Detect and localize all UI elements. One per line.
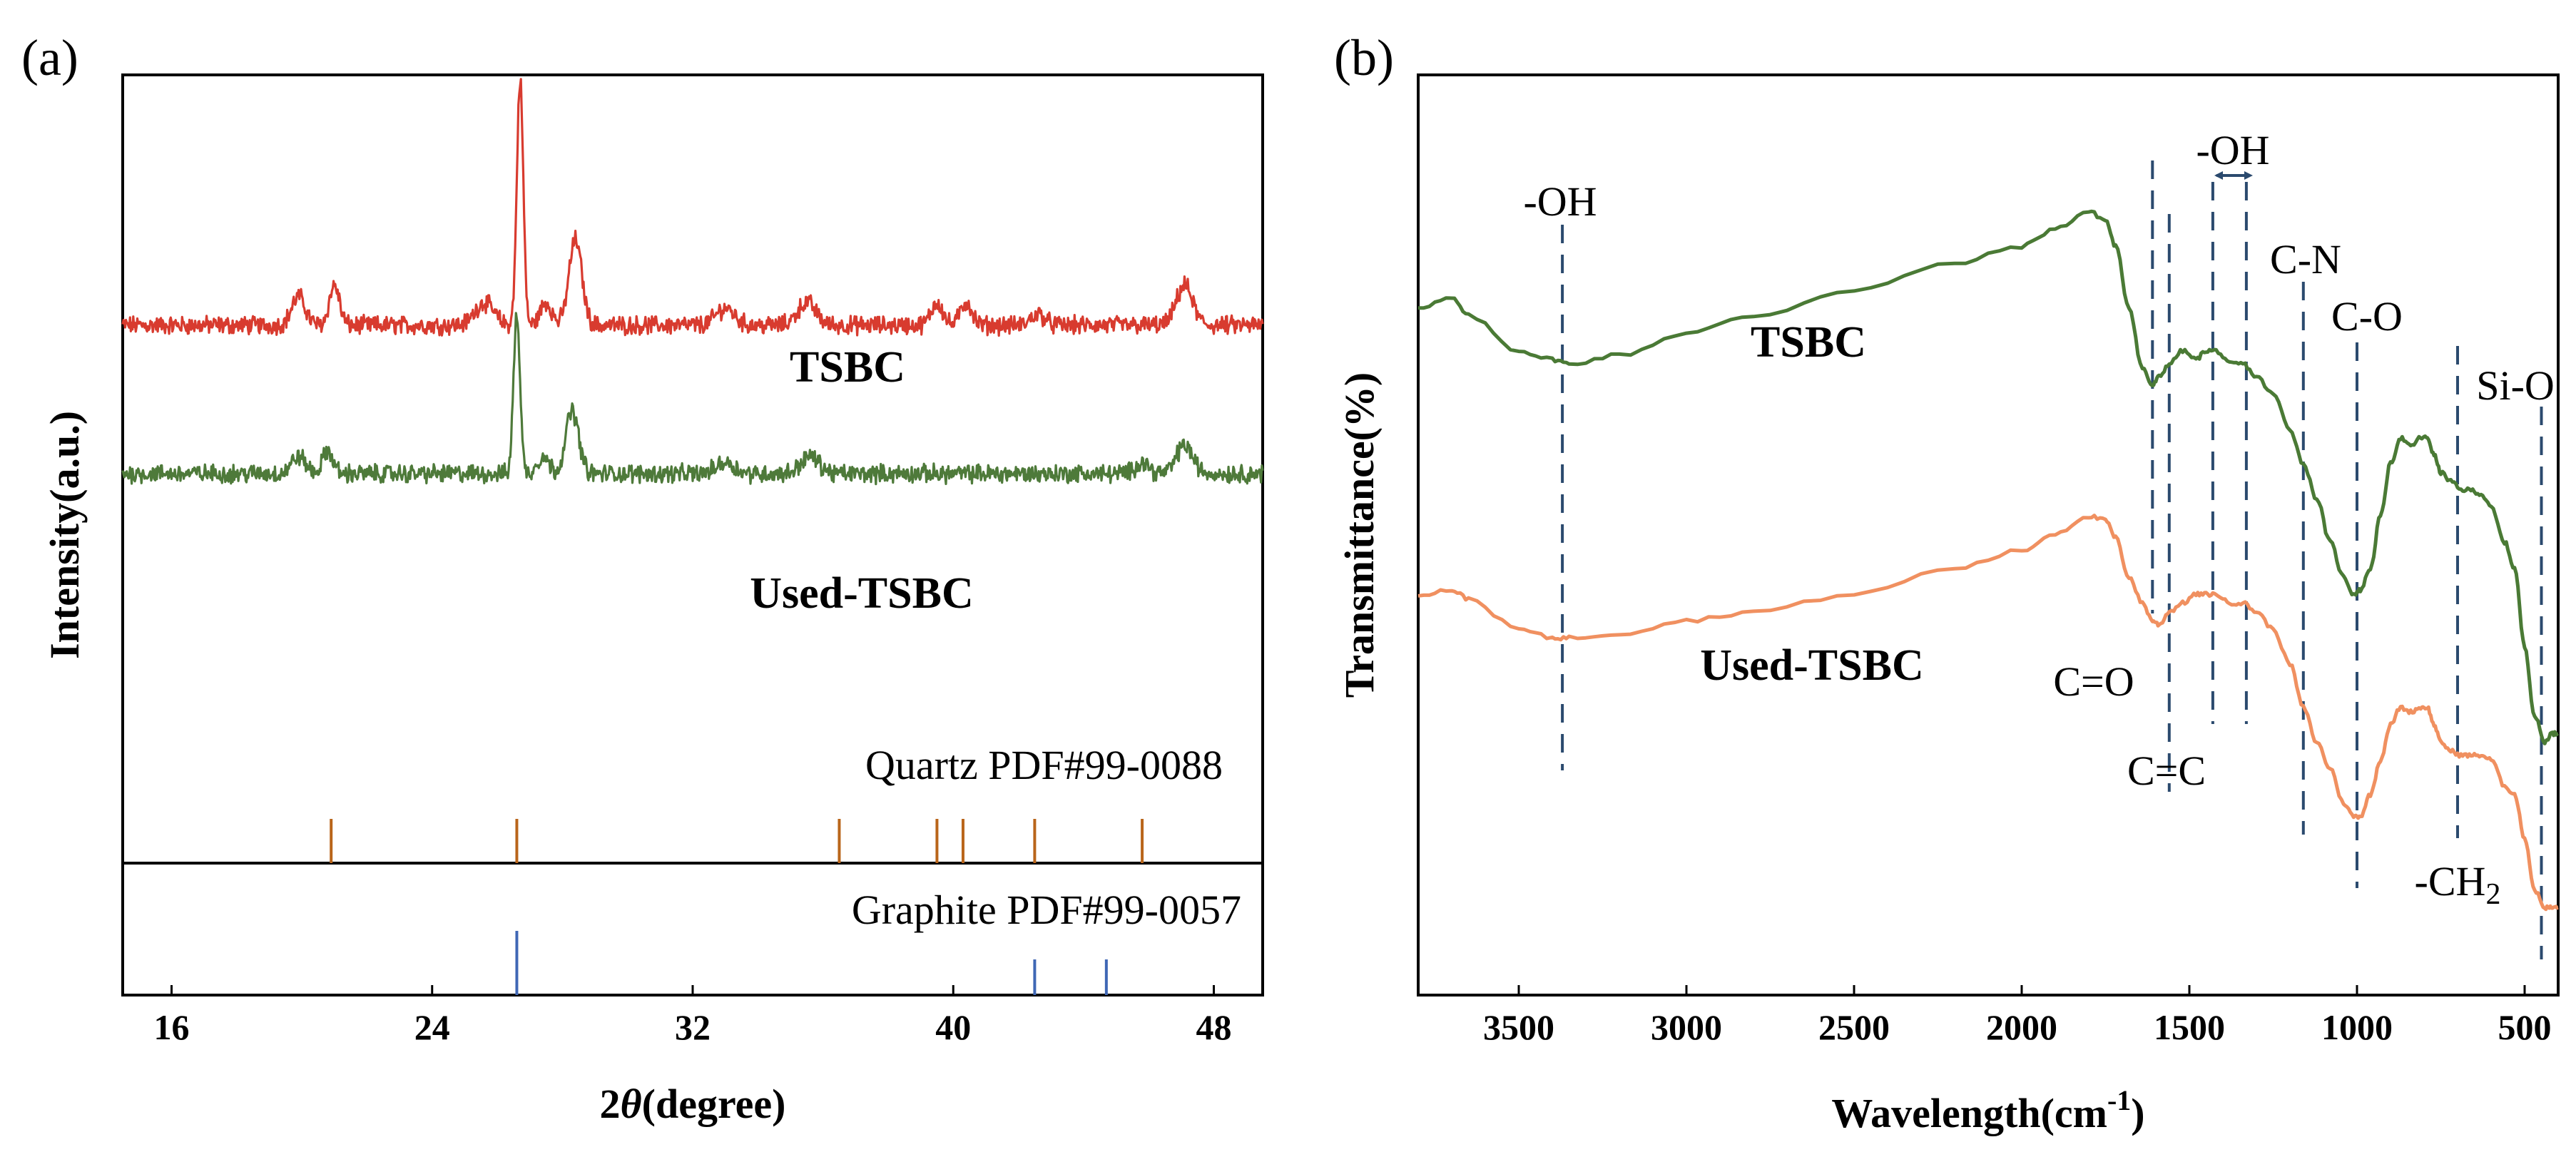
ftir-xlabel-sup: -1 <box>2107 1084 2131 1116</box>
ftir-xlabel-main: Wavelength(cm <box>1831 1090 2107 1136</box>
band-sio: Si-O <box>2476 362 2555 409</box>
ftir-y-axis-label: Transmittance(%) <box>1336 372 1383 698</box>
band-cn: C-N <box>2270 236 2341 282</box>
ftir-tick-label: 1500 <box>2154 1007 2225 1047</box>
panel-a-label: (a) <box>21 29 78 86</box>
xrd-xlabel-theta: θ <box>621 1081 642 1127</box>
ftir-series-tsbc <box>1417 209 2560 745</box>
ftir-tick-label: 2500 <box>1818 1007 1890 1047</box>
ftir-xlabel-end: ) <box>2131 1090 2144 1136</box>
ftir-x-ticks: 3500 3000 2500 2000 1500 1000 500 <box>1483 985 2552 1047</box>
band-oh-3370: -OH <box>1523 178 1597 225</box>
graphite-reference-label: Graphite PDF#99-0057 <box>852 887 1241 933</box>
xrd-tick-label: 40 <box>935 1007 971 1047</box>
band-oh-1380: -OH <box>2196 127 2269 173</box>
xrd-quartz-reference-lines <box>330 819 1144 863</box>
band-ch2-main: -CH <box>2415 858 2486 904</box>
band-ch2-sub: 2 <box>2485 878 2500 911</box>
quartz-reference-label: Quartz PDF#99-0088 <box>865 742 1223 788</box>
xrd-tick-label: 32 <box>675 1007 711 1047</box>
xrd-series-used-tsbc <box>121 312 1264 486</box>
band-co: C-O <box>2331 293 2403 340</box>
xrd-series-tsbc <box>121 78 1264 337</box>
xrd-tsbc-label: TSBC <box>790 343 905 392</box>
xrd-x-axis-label: 2θ(degree) <box>600 1081 786 1127</box>
ftir-band-guides <box>1561 160 2543 959</box>
xrd-series-group <box>121 78 1264 486</box>
xrd-xlabel-unit: (degree) <box>642 1081 786 1127</box>
ftir-tick-label: 500 <box>2498 1007 2552 1047</box>
band-cc-double: C=C <box>2127 748 2206 794</box>
xrd-tick-label: 24 <box>414 1007 450 1047</box>
xrd-graphite-reference-lines <box>515 931 1108 995</box>
xrd-plot-frame <box>121 73 1264 997</box>
panel-b-ftir: (b) 3500 3000 2500 2000 1500 1000 500 TSBC Use… <box>1334 29 2560 1136</box>
xrd-xlabel-2: 2 <box>600 1081 621 1127</box>
ftir-x-axis-label: Wavelength(cm-1) <box>1831 1084 2144 1136</box>
oh-range-arrow <box>2214 171 2253 180</box>
ftir-series-used-tsbc <box>1417 514 2559 912</box>
ftir-tick-label: 1000 <box>2321 1007 2393 1047</box>
panel-a-xrd: (a) 16 24 32 40 48 TSBC Used-TSBC Quartz PDF… <box>21 29 1264 1127</box>
band-ch2: -CH2 <box>2415 858 2501 911</box>
xrd-tick-label: 48 <box>1196 1007 1232 1047</box>
ftir-tick-label: 3500 <box>1483 1007 1554 1047</box>
ftir-used-tsbc-label: Used-TSBC <box>1700 641 1924 690</box>
ftir-plot-frame <box>1417 73 2560 997</box>
panel-b-label: (b) <box>1334 29 1394 86</box>
xrd-x-ticks: 16 24 32 40 48 <box>153 985 1232 1047</box>
ftir-tick-label: 3000 <box>1651 1007 1722 1047</box>
xrd-y-axis-label: Intensity(a.u.) <box>41 411 88 659</box>
ftir-tick-label: 2000 <box>1986 1007 2057 1047</box>
ftir-series-group <box>1417 209 2560 912</box>
band-co-double: C=O <box>2053 658 2134 705</box>
ftir-tsbc-label: TSBC <box>1751 318 1866 367</box>
xrd-used-tsbc-label: Used-TSBC <box>750 569 974 618</box>
xrd-tick-label: 16 <box>153 1007 189 1047</box>
